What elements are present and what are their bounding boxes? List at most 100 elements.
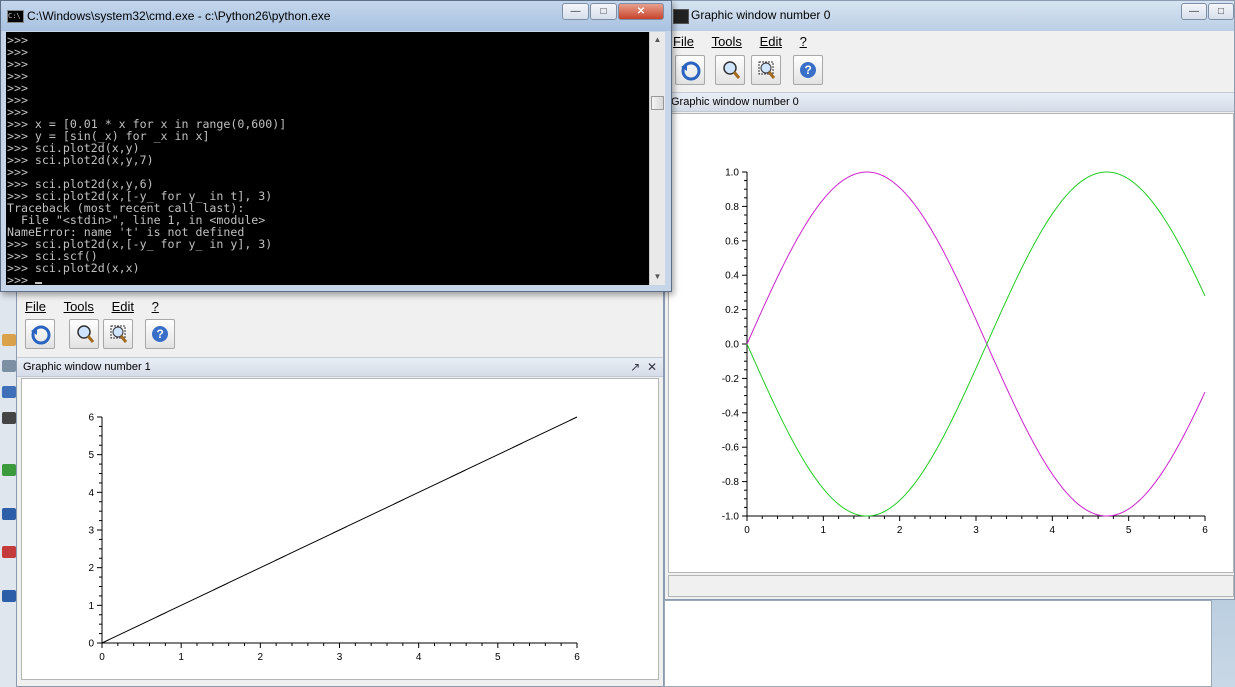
network-drive-icon[interactable] <box>2 590 16 602</box>
y-tick-label: 1 <box>88 601 94 612</box>
cmd-titlebar[interactable]: C:\ C:\Windows\system32\cmd.exe - c:\Pyt… <box>1 1 671 31</box>
scroll-up-icon[interactable]: ▲ <box>653 35 662 44</box>
cmd-icon: C:\ <box>7 10 24 23</box>
toolbar: ? <box>17 319 663 355</box>
menu-bar: File Tools Edit ? <box>665 34 1234 54</box>
console-line: Traceback (most recent call last): <box>7 201 245 215</box>
folder-icon[interactable] <box>2 334 16 346</box>
graphic-window-1: File Tools Edit ? ? Graphic window numbe… <box>16 290 664 687</box>
console-scrollbar[interactable]: ▲ ▼ <box>649 32 665 285</box>
panel-header: Graphic window number 1 ↗ ✕ <box>17 357 663 377</box>
unzoom-button[interactable] <box>751 55 781 85</box>
undock-icon[interactable]: ↗ <box>630 360 641 374</box>
x-tick-label: 3 <box>973 525 979 536</box>
svg-text:?: ? <box>157 327 164 341</box>
sine-chart[interactable]: 0 1 2 3 4 5 6 -1.0 -0.8 -0.6 -0.4 -0.2 0.0 0.2 0.4 0.6 0… <box>669 114 1233 572</box>
minimize-button[interactable]: — <box>562 3 589 20</box>
zoom-button[interactable] <box>69 319 99 349</box>
menu-edit[interactable]: Edit <box>111 299 134 314</box>
x-tick-label: 4 <box>1050 525 1056 536</box>
unzoom-icon <box>110 325 128 343</box>
x-tick-label: 4 <box>416 652 422 663</box>
rotate-button[interactable] <box>675 55 705 85</box>
x-tick-label: 0 <box>744 525 750 536</box>
maximize-button[interactable]: □ <box>1208 3 1234 20</box>
maximize-button[interactable]: □ <box>590 3 617 20</box>
status-bar <box>668 575 1234 597</box>
console-line: >>> sci.plot2d(x,x) <box>7 261 140 275</box>
x-tick-label: 2 <box>897 525 903 536</box>
console-line: >>> <box>7 165 28 179</box>
y-tick-label: 2 <box>88 563 94 574</box>
document-icon[interactable] <box>2 360 16 372</box>
console-line: >>> sci.plot2d(x,y,7) <box>7 153 154 167</box>
rotate-button[interactable] <box>25 319 55 349</box>
x-tick-label: 1 <box>821 525 827 536</box>
x-tick-label: 5 <box>495 652 501 663</box>
menu-file[interactable]: File <box>673 34 694 49</box>
close-icon[interactable]: ✕ <box>646 360 657 374</box>
console-line: >>> sci.plot2d(x,y) <box>7 141 140 155</box>
y-tick-label: 6 <box>88 413 94 424</box>
y-tick-label: 0 <box>88 639 94 650</box>
console-line: NameError: name 't' is not defined <box>7 225 245 239</box>
y-tick-label: 5 <box>88 450 94 461</box>
close-button[interactable]: ✕ <box>618 3 664 20</box>
toolbar: ? <box>665 55 1234 91</box>
plot-canvas[interactable]: 0 1 2 3 4 5 6 -1.0 -0.8 -0.6 -0.4 -0.2 0.0 0.2 0.4 0.6 0… <box>668 113 1234 573</box>
window-title: C:\Windows\system32\cmd.exe - c:\Python2… <box>27 9 331 23</box>
console-output[interactable]: >>> >>> >>> >>> >>> >>> >>> >>> x = [0.0… <box>6 32 649 285</box>
panel-header: Graphic window number 0 <box>665 92 1234 112</box>
minimize-button[interactable]: — <box>1181 3 1207 20</box>
rotate-icon <box>31 325 51 345</box>
help-icon: ? <box>152 326 168 342</box>
help-button[interactable]: ? <box>793 55 823 85</box>
zoom-icon <box>77 325 95 343</box>
console-line: >>> <box>7 93 28 107</box>
y-tick-label: 3 <box>88 526 94 537</box>
series-line-1 <box>746 171 1206 517</box>
scroll-down-icon[interactable]: ▼ <box>653 272 662 281</box>
computer-icon[interactable] <box>2 386 16 398</box>
unzoom-button[interactable] <box>103 319 133 349</box>
y-tick-label: -0.2 <box>722 374 740 385</box>
y-tick-label: 0.6 <box>725 236 739 247</box>
y-tick-label: 0.4 <box>725 271 739 282</box>
network-icon[interactable] <box>2 464 16 476</box>
help-icon: ? <box>800 62 816 78</box>
help-button[interactable]: ? <box>145 319 175 349</box>
y-tick-label: 1.0 <box>725 168 739 179</box>
x-tick-label: 5 <box>1126 525 1132 536</box>
console-line: >>> y = [sin(_x) for _x in x] <box>7 129 210 143</box>
console-prompt: >>> <box>7 273 35 285</box>
x-tick-label: 6 <box>574 652 580 663</box>
console-line: >>> x = [0.01 * x for x in range(0,600)] <box>7 117 287 131</box>
graphic-window-0-titlebar[interactable]: Graphic window number 0 — □ <box>665 1 1234 31</box>
series-line-0 <box>746 171 1206 517</box>
scroll-thumb[interactable] <box>651 96 664 110</box>
menu-bar: File Tools Edit ? <box>17 299 663 319</box>
svg-text:?: ? <box>805 63 812 77</box>
rotate-icon <box>681 61 701 81</box>
menu-help[interactable]: ? <box>799 34 807 49</box>
menu-edit[interactable]: Edit <box>759 34 782 49</box>
menu-help[interactable]: ? <box>151 299 159 314</box>
linear-chart[interactable]: 0 1 2 3 4 5 6 0 1 2 3 4 5 6 <box>22 379 658 679</box>
y-tick-label: -0.4 <box>722 408 740 419</box>
plot-canvas[interactable]: 0 1 2 3 4 5 6 0 1 2 3 4 5 6 <box>21 378 659 680</box>
console-text: >>> >>> >>> >>> >>> >>> >>> >>> x = [0.0… <box>6 32 649 285</box>
menu-tools[interactable]: Tools <box>711 34 742 49</box>
zoom-button[interactable] <box>715 55 745 85</box>
graphic-window-0: Graphic window number 0 — □ File Tools E… <box>664 0 1235 600</box>
y-tick-label: 0.0 <box>725 340 739 351</box>
media-icon[interactable] <box>2 412 16 424</box>
y-tick-label: -1.0 <box>722 512 740 523</box>
menu-file[interactable]: File <box>25 299 46 314</box>
panel-controls: ↗ ✕ <box>630 358 657 377</box>
console-line: >>> <box>7 69 28 83</box>
program-icon[interactable] <box>2 546 16 558</box>
series-line-0 <box>101 416 578 644</box>
y-tick-label: -0.6 <box>722 443 740 454</box>
monitor-icon[interactable] <box>2 508 16 520</box>
menu-tools[interactable]: Tools <box>63 299 94 314</box>
